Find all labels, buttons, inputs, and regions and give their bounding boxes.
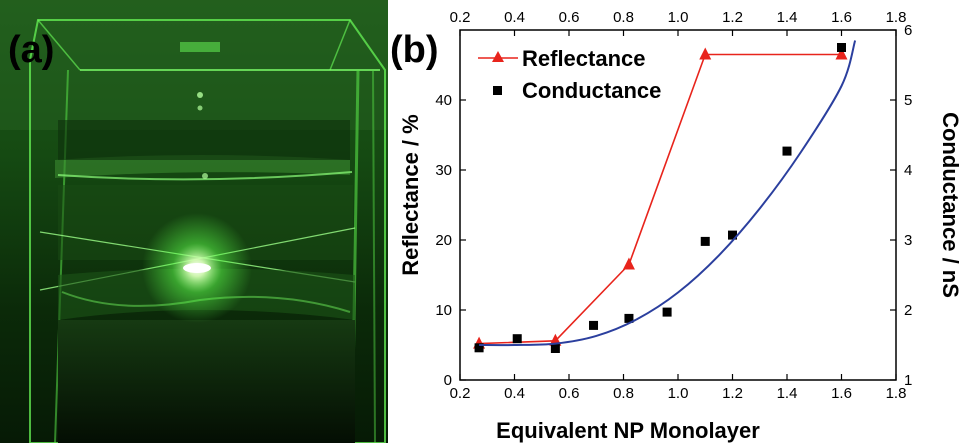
y2-axis-label: Conductance / nS: [938, 112, 963, 298]
top-x-tick-label: 1.4: [777, 9, 798, 26]
conductance-point: [624, 313, 634, 323]
top-x-tick-label: 1.6: [831, 9, 852, 26]
top-x-tick-label: 0.6: [559, 9, 580, 26]
legend: Reflectance Conductance: [478, 46, 661, 103]
y-tick-label: 20: [435, 232, 452, 249]
top-x-tick-label: 0.8: [613, 9, 634, 26]
y-tick-label: 30: [435, 162, 452, 179]
legend-conductance-label: Conductance: [522, 78, 661, 103]
conductance-point: [662, 307, 672, 317]
y2-tick-label: 3: [904, 232, 912, 249]
x-tick-label: 0.4: [504, 385, 525, 402]
conductance-point: [782, 146, 792, 156]
reflectance-conductance-chart: 0.2 0.4 0.6 0.8 1.0 1.2 1.4 1.6 1.8 0.2 0.4 0.6 0.8 1…: [390, 9, 963, 443]
y-axis-label: Reflectance / %: [398, 114, 423, 275]
panel-b-label: (b): [390, 29, 439, 71]
y2-tick-label: 5: [904, 92, 912, 109]
y2-tick-label: 2: [904, 302, 912, 319]
y-tick-label: 0: [444, 372, 452, 389]
x-tick-label: 1.4: [777, 385, 798, 402]
y2-tick-label: 4: [904, 162, 912, 179]
top-x-tick-label: 1.2: [722, 9, 743, 26]
conductance-point: [589, 320, 599, 330]
top-x-tick-label: 1.0: [668, 9, 689, 26]
x-tick-label: 0.2: [450, 385, 471, 402]
y2-tick-label: 1: [904, 372, 912, 389]
x-tick-label: 1.0: [668, 385, 689, 402]
panel-a-label: (a): [8, 29, 54, 71]
series: [473, 40, 857, 353]
conductance-point: [700, 236, 710, 246]
reflectance-point: [835, 47, 848, 60]
conductance-point: [837, 43, 846, 52]
reflectance-point: [622, 257, 635, 270]
legend-reflectance-label: Reflectance: [522, 46, 646, 71]
x-axis-label: Equivalent NP Monolayer: [496, 418, 760, 443]
top-x-tick-label: 0.2: [450, 9, 471, 26]
x-tick-label: 1.2: [722, 385, 743, 402]
x-tick-label: 0.6: [559, 385, 580, 402]
conductance-point: [512, 334, 522, 344]
x-tick-label: 1.6: [831, 385, 852, 402]
chart-panel: 0.2 0.4 0.6 0.8 1.0 1.2 1.4 1.6 1.8 0.2 0.4 0.6 0.8 1…: [388, 0, 965, 443]
conductance-point: [728, 230, 737, 240]
top-x-tick-label: 1.8: [886, 9, 907, 26]
photo-panel: (a): [0, 0, 388, 444]
x-tick-label: 1.8: [886, 385, 907, 402]
conductance-point: [474, 343, 484, 353]
legend-conductance-marker: [493, 86, 502, 95]
y-tick-label: 10: [435, 302, 452, 319]
fit-curve: [479, 40, 857, 347]
top-x-tick-label: 0.4: [504, 9, 525, 26]
x-tick-label: 0.8: [613, 385, 634, 402]
ticks: 0.2 0.4 0.6 0.8 1.0 1.2 1.4 1.6 1.8 0.2 0.4 0.6 0.8 1…: [435, 9, 912, 402]
reflectance-point: [699, 47, 712, 60]
y-tick-label: 40: [435, 92, 452, 109]
legend-reflectance-marker: [492, 51, 504, 62]
laser-cell-photo: (a): [0, 0, 388, 444]
conductance-point: [550, 344, 560, 353]
y2-tick-label: 6: [904, 22, 912, 39]
